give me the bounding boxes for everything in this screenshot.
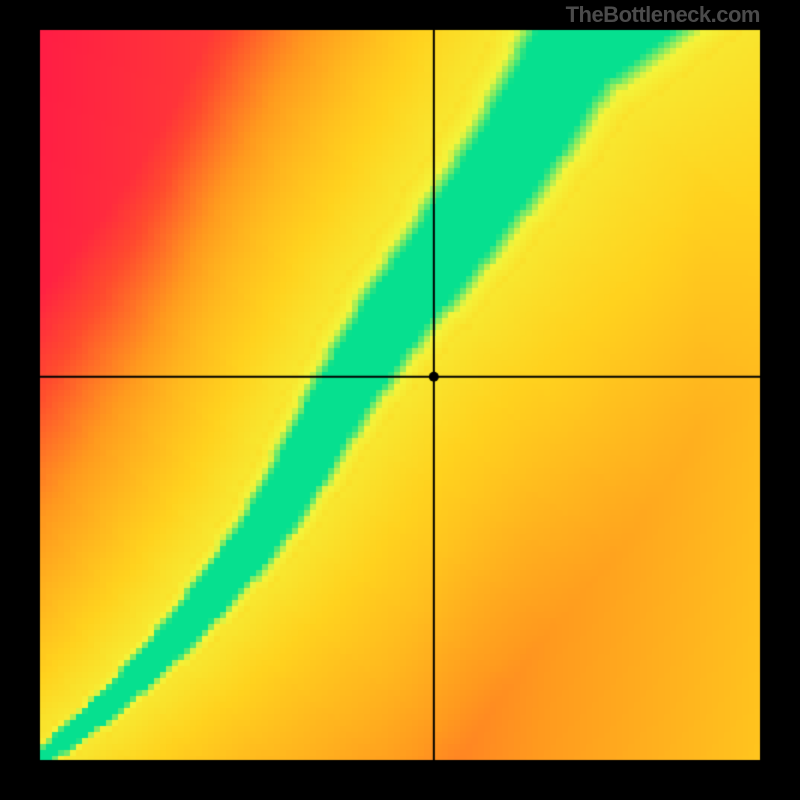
watermark-text: TheBottleneck.com: [566, 2, 760, 28]
bottleneck-heatmap: [0, 0, 800, 800]
